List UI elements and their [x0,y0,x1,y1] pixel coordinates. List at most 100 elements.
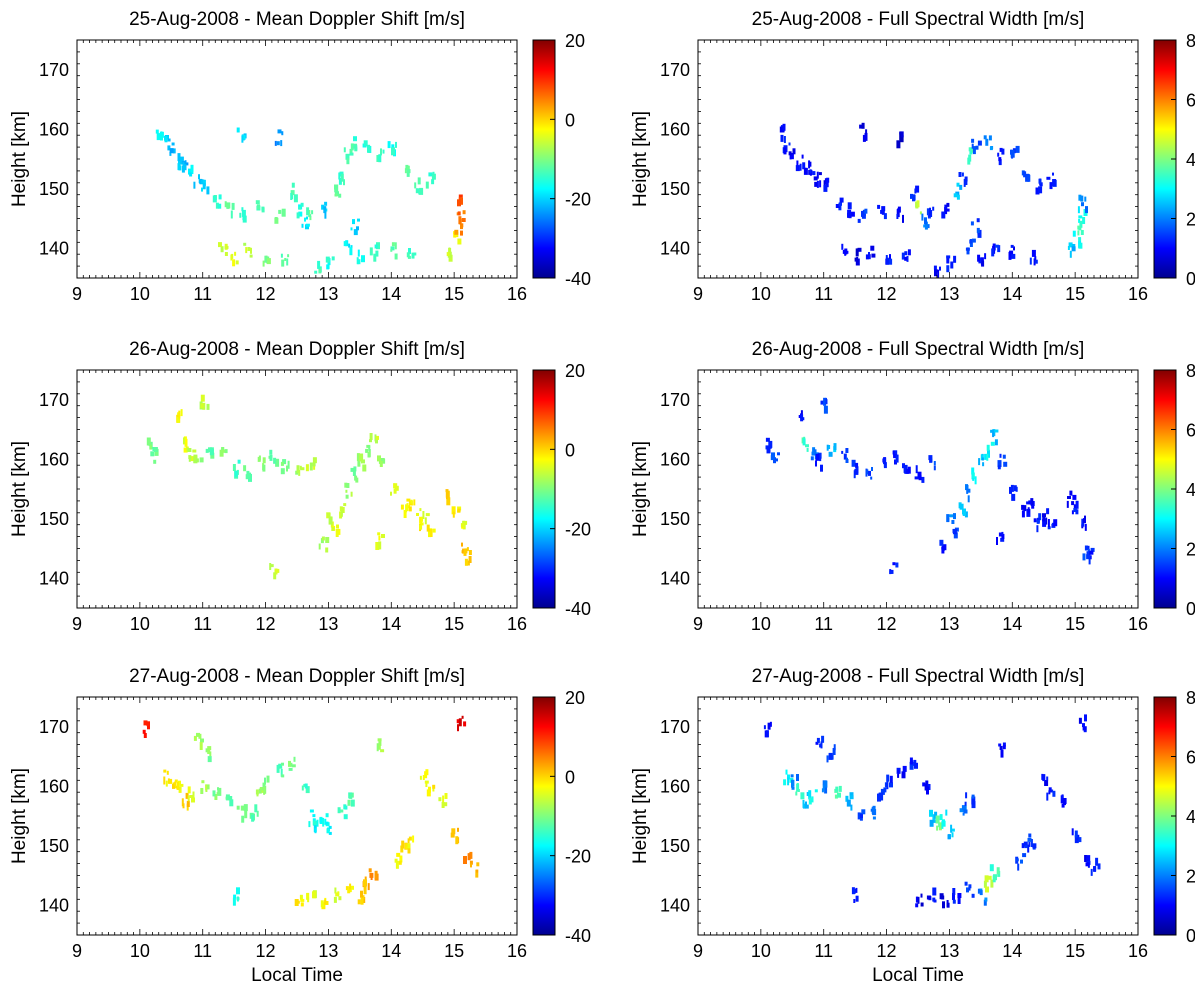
data-point [241,209,246,217]
y-tick-label: 160 [660,119,690,139]
data-point [964,176,968,182]
data-point [186,801,190,807]
data-point [373,253,377,262]
data-point [904,251,908,256]
data-point [393,483,396,489]
x-tick-label: 9 [693,941,703,961]
colorbar-tick-label: 0 [1186,599,1195,619]
panel-title: 27-Aug-2008 - Mean Doppler Shift [m/s] [129,666,465,687]
data-point [986,444,990,451]
data-point [1027,844,1030,853]
data-point [864,132,868,141]
data-point [378,541,382,550]
data-point [345,886,349,891]
data-point [179,783,184,787]
data-point [855,895,859,902]
data-point [971,238,976,243]
data-point [264,777,266,785]
colorbar-tick-label: -20 [565,847,591,867]
data-point [404,843,408,850]
data-point [182,803,185,809]
data-point [408,248,411,254]
panel-title: 26-Aug-2008 - Mean Doppler Shift [m/s] [129,339,465,360]
data-point [172,148,176,154]
data-point [897,206,901,213]
data-point [356,226,359,231]
data-point [219,449,224,457]
data-point [291,182,295,188]
data-point [914,188,917,194]
data-point [368,445,371,451]
data-point [290,190,295,196]
data-point [377,738,382,742]
data-point [306,216,308,220]
data-point [1052,790,1056,797]
data-point [191,797,195,803]
data-point [207,750,211,754]
data-point [883,213,887,220]
data-point [989,864,994,872]
data-point [946,255,951,259]
data-point [805,444,809,448]
data-point [1035,187,1040,195]
data-point [1061,803,1065,808]
data-point [284,258,287,261]
data-point [1046,776,1049,781]
data-point [233,894,237,899]
data-point [343,503,347,507]
data-point [939,814,943,821]
data-point [810,456,814,461]
data-point [424,517,427,525]
data-point [1071,246,1076,252]
x-tick-label: 10 [751,941,771,961]
data-point [286,465,288,472]
data-point [1081,202,1084,207]
data-point [797,789,800,792]
data-point [953,532,958,539]
data-point [176,416,180,423]
data-point [242,215,247,223]
data-point [281,774,285,778]
data-point [322,818,325,827]
data-point [1072,494,1077,500]
data-point [881,206,886,212]
data-point [897,208,900,213]
data-point [1011,493,1016,501]
data-point [838,785,842,792]
data-point [885,257,889,265]
data-point [376,155,380,161]
data-points [765,397,1095,575]
data-point [343,147,346,153]
data-point [457,724,459,732]
data-point [825,399,828,405]
data-point [232,464,236,471]
data-point [351,885,354,890]
data-point [237,459,241,464]
data-point [317,260,321,269]
data-point [849,792,854,797]
data-point [359,453,364,462]
data-point [331,256,335,261]
data-point [802,799,805,808]
data-point [946,208,950,212]
plot-frame [697,369,1139,609]
data-point [1078,218,1081,223]
data-point [185,446,189,452]
data-point [325,256,330,263]
data-point [419,516,423,524]
data-point [220,246,224,253]
data-point [841,243,844,250]
data-point [800,792,805,800]
data-point [1086,855,1091,862]
data-point [419,522,424,526]
data-point [166,770,169,775]
x-tick-label: 13 [939,614,959,634]
data-point [403,510,407,518]
data-point [765,730,769,738]
data-point [363,886,367,895]
data-point [180,409,183,417]
panel-2: 25-Aug-2008 - Full Spectral Width [m/s] 9… [630,9,1195,304]
data-point [953,255,957,263]
data-point [287,460,290,469]
data-point [918,475,922,481]
